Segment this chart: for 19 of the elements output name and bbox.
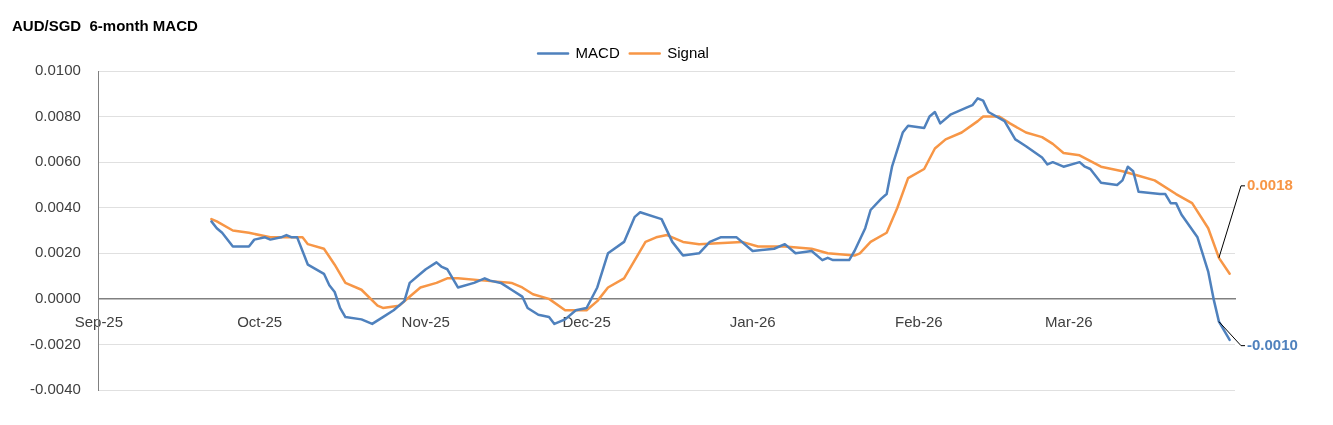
- x-tick-label: Oct-25: [237, 313, 283, 330]
- chart-title: AUD/SGD 6-month MACD: [12, 17, 198, 35]
- y-tick-label: 0.0020: [34, 243, 81, 261]
- x-tick-label: Dec-25: [562, 313, 611, 330]
- x-tick-label: Jan-26: [729, 313, 776, 330]
- legend-label: MACD: [575, 43, 620, 61]
- y-tick-label: 0.0060: [34, 152, 81, 170]
- y-tick-label: 0.0000: [34, 289, 81, 306]
- y-tick-label: 0.0100: [34, 61, 81, 79]
- legend-label: Signal: [667, 43, 709, 61]
- y-tick-label: 0.0080: [34, 106, 81, 124]
- x-tick-label: Mar-26: [1045, 313, 1093, 330]
- y-tick-label: 0.0040: [34, 197, 81, 215]
- y-tick-label: -0.0040: [30, 380, 81, 398]
- annotation: -0.0010: [1247, 335, 1298, 353]
- x-tick-label: Feb-26: [895, 313, 943, 330]
- annotation: 0.0018: [1247, 175, 1293, 193]
- y-tick-label: -0.0020: [30, 334, 81, 352]
- x-tick-label: Nov-25: [401, 313, 450, 330]
